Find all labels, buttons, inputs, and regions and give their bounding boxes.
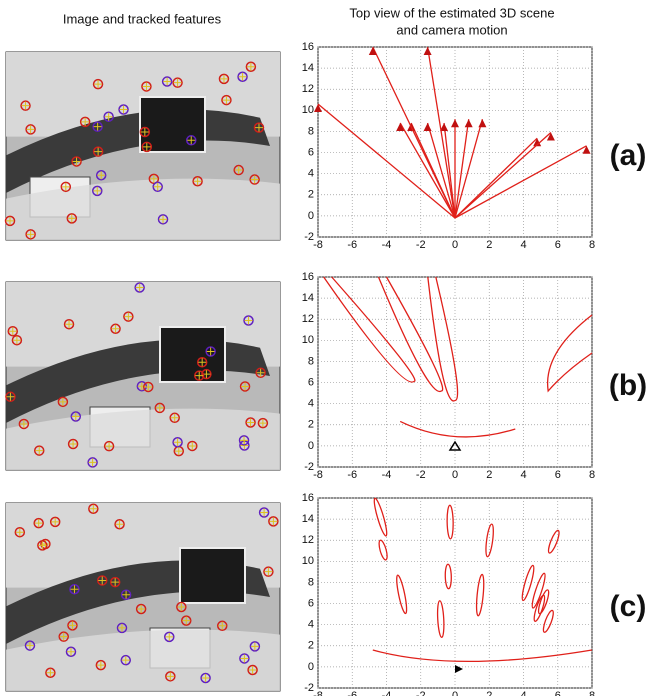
x-tick-label: -2 — [416, 239, 426, 251]
y-tick-label: 14 — [302, 62, 314, 74]
y-tick-label: 4 — [308, 398, 314, 410]
y-tick-label: -2 — [304, 682, 314, 694]
y-tick-label: 8 — [308, 576, 314, 588]
y-tick-label: 0 — [308, 210, 314, 222]
y-tick-label: 12 — [302, 534, 314, 546]
right-heading: Top view of the estimated 3D scene — [349, 5, 554, 20]
x-tick-label: -4 — [382, 239, 392, 251]
x-tick-label: 2 — [486, 469, 492, 481]
y-tick-label: 4 — [308, 168, 314, 180]
panel-label: (a) — [610, 139, 647, 172]
x-tick-label: -8 — [313, 469, 323, 481]
x-tick-label: 8 — [589, 469, 595, 481]
y-tick-label: 8 — [308, 125, 314, 137]
y-tick-label: 16 — [302, 271, 314, 283]
y-tick-label: 16 — [302, 492, 314, 504]
y-tick-label: 4 — [308, 619, 314, 631]
x-tick-label: -2 — [416, 690, 426, 696]
y-tick-label: -2 — [304, 461, 314, 473]
y-tick-label: 6 — [308, 146, 314, 158]
y-tick-label: 2 — [308, 640, 314, 652]
y-tick-label: 10 — [302, 555, 314, 567]
y-tick-label: 0 — [308, 661, 314, 673]
plot-area — [318, 498, 592, 688]
monitor — [160, 327, 225, 382]
x-tick-label: 0 — [452, 690, 458, 696]
x-tick-label: 6 — [555, 239, 561, 251]
x-tick-label: 0 — [452, 239, 458, 251]
y-tick-label: 12 — [302, 83, 314, 95]
right-heading: and camera motion — [396, 22, 507, 37]
x-tick-label: 2 — [486, 690, 492, 696]
y-tick-label: 6 — [308, 597, 314, 609]
left-heading: Image and tracked features — [63, 11, 222, 26]
x-tick-label: 8 — [589, 239, 595, 251]
y-tick-label: 2 — [308, 419, 314, 431]
x-tick-label: -4 — [382, 690, 392, 696]
x-tick-label: 6 — [555, 690, 561, 696]
x-tick-label: -6 — [347, 469, 357, 481]
x-tick-label: 0 — [452, 469, 458, 481]
x-tick-label: 8 — [589, 690, 595, 696]
x-tick-label: -6 — [347, 690, 357, 696]
x-tick-label: 4 — [520, 239, 526, 251]
x-tick-label: 4 — [520, 690, 526, 696]
y-tick-label: -2 — [304, 231, 314, 243]
y-tick-label: 2 — [308, 189, 314, 201]
y-tick-label: 10 — [302, 104, 314, 116]
x-tick-label: -8 — [313, 690, 323, 696]
x-tick-label: 4 — [520, 469, 526, 481]
x-tick-label: 6 — [555, 469, 561, 481]
x-tick-label: -4 — [382, 469, 392, 481]
y-tick-label: 16 — [302, 41, 314, 53]
x-tick-label: -6 — [347, 239, 357, 251]
monitor — [180, 548, 245, 603]
y-tick-label: 6 — [308, 376, 314, 388]
y-tick-label: 14 — [302, 513, 314, 525]
x-tick-label: 2 — [486, 239, 492, 251]
y-tick-label: 8 — [308, 355, 314, 367]
y-tick-label: 14 — [302, 292, 314, 304]
y-tick-label: 10 — [302, 334, 314, 346]
x-tick-label: -8 — [313, 239, 323, 251]
y-tick-label: 12 — [302, 313, 314, 325]
panel-label: (b) — [609, 369, 647, 402]
x-tick-label: -2 — [416, 469, 426, 481]
y-tick-label: 0 — [308, 440, 314, 452]
panel-label: (c) — [610, 590, 647, 623]
figure: Image and tracked features Top view of t… — [0, 0, 655, 696]
